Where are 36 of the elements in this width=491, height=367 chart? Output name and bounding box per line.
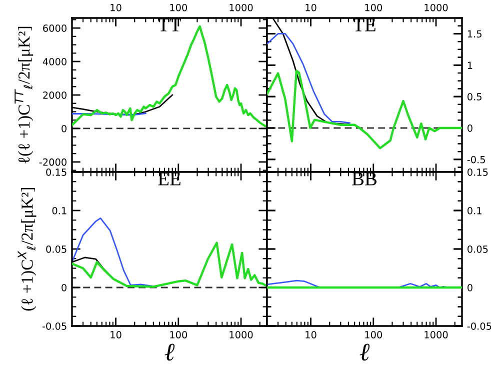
y-tick-label: 0 [62, 284, 66, 292]
x-tick-label: 100 [365, 331, 382, 338]
x-axis-title: ℓ [360, 344, 370, 361]
y2-tick-label: 0 [468, 124, 472, 132]
x-tick-label: 1000 [424, 331, 448, 338]
y-tick-label: -0.05 [42, 322, 66, 330]
x-tick-label: 10 [306, 4, 316, 12]
y-axis-title: ℓ(ℓ +1)C$^{TT}$$_{ℓ}$/2π[μK²] [14, 26, 34, 164]
y2-tick-label: -0.5 [467, 156, 485, 164]
x-tick-label: 1000 [230, 331, 253, 338]
x-tick-label: 100 [170, 331, 188, 338]
y2-tick-label: 0.1 [468, 206, 482, 214]
y2-tick-label: 1.5 [468, 30, 482, 38]
y2-tick-label: 0.05 [468, 245, 488, 253]
y-tick-label: 0.05 [46, 245, 66, 253]
x-tick-label: 100 [365, 4, 382, 12]
y2-tick-label: 0 [468, 284, 472, 292]
y2-tick-label: 0.5 [468, 93, 482, 100]
x-tick-label: 10 [110, 4, 122, 12]
y2-tick-label: 1 [468, 62, 472, 69]
y2-tick-label: -0.05 [467, 322, 491, 330]
x-axis-title: ℓ [164, 344, 175, 361]
y-tick-label: 0.15 [46, 168, 66, 176]
y-axis-title: (ℓ +1)C$^{X}$$_{ℓ}$/2π[μK²] [18, 188, 36, 311]
y-tick-label: 0 [62, 124, 66, 132]
y-tick-label: 6000 [43, 24, 66, 32]
x-tick-label: 1000 [230, 4, 253, 12]
x-tick-label: 1000 [424, 4, 448, 12]
x-tick-label: 100 [170, 4, 188, 12]
x-tick-label: 10 [306, 331, 316, 338]
y-tick-label: 4000 [42, 58, 66, 66]
y2-tick-label: 0.15 [468, 168, 488, 176]
y-tick-label: 2000 [43, 91, 66, 99]
y-tick-label: 0.1 [52, 206, 66, 214]
x-tick-label: 10 [110, 331, 122, 338]
y-tick-label: -2000 [39, 158, 66, 166]
